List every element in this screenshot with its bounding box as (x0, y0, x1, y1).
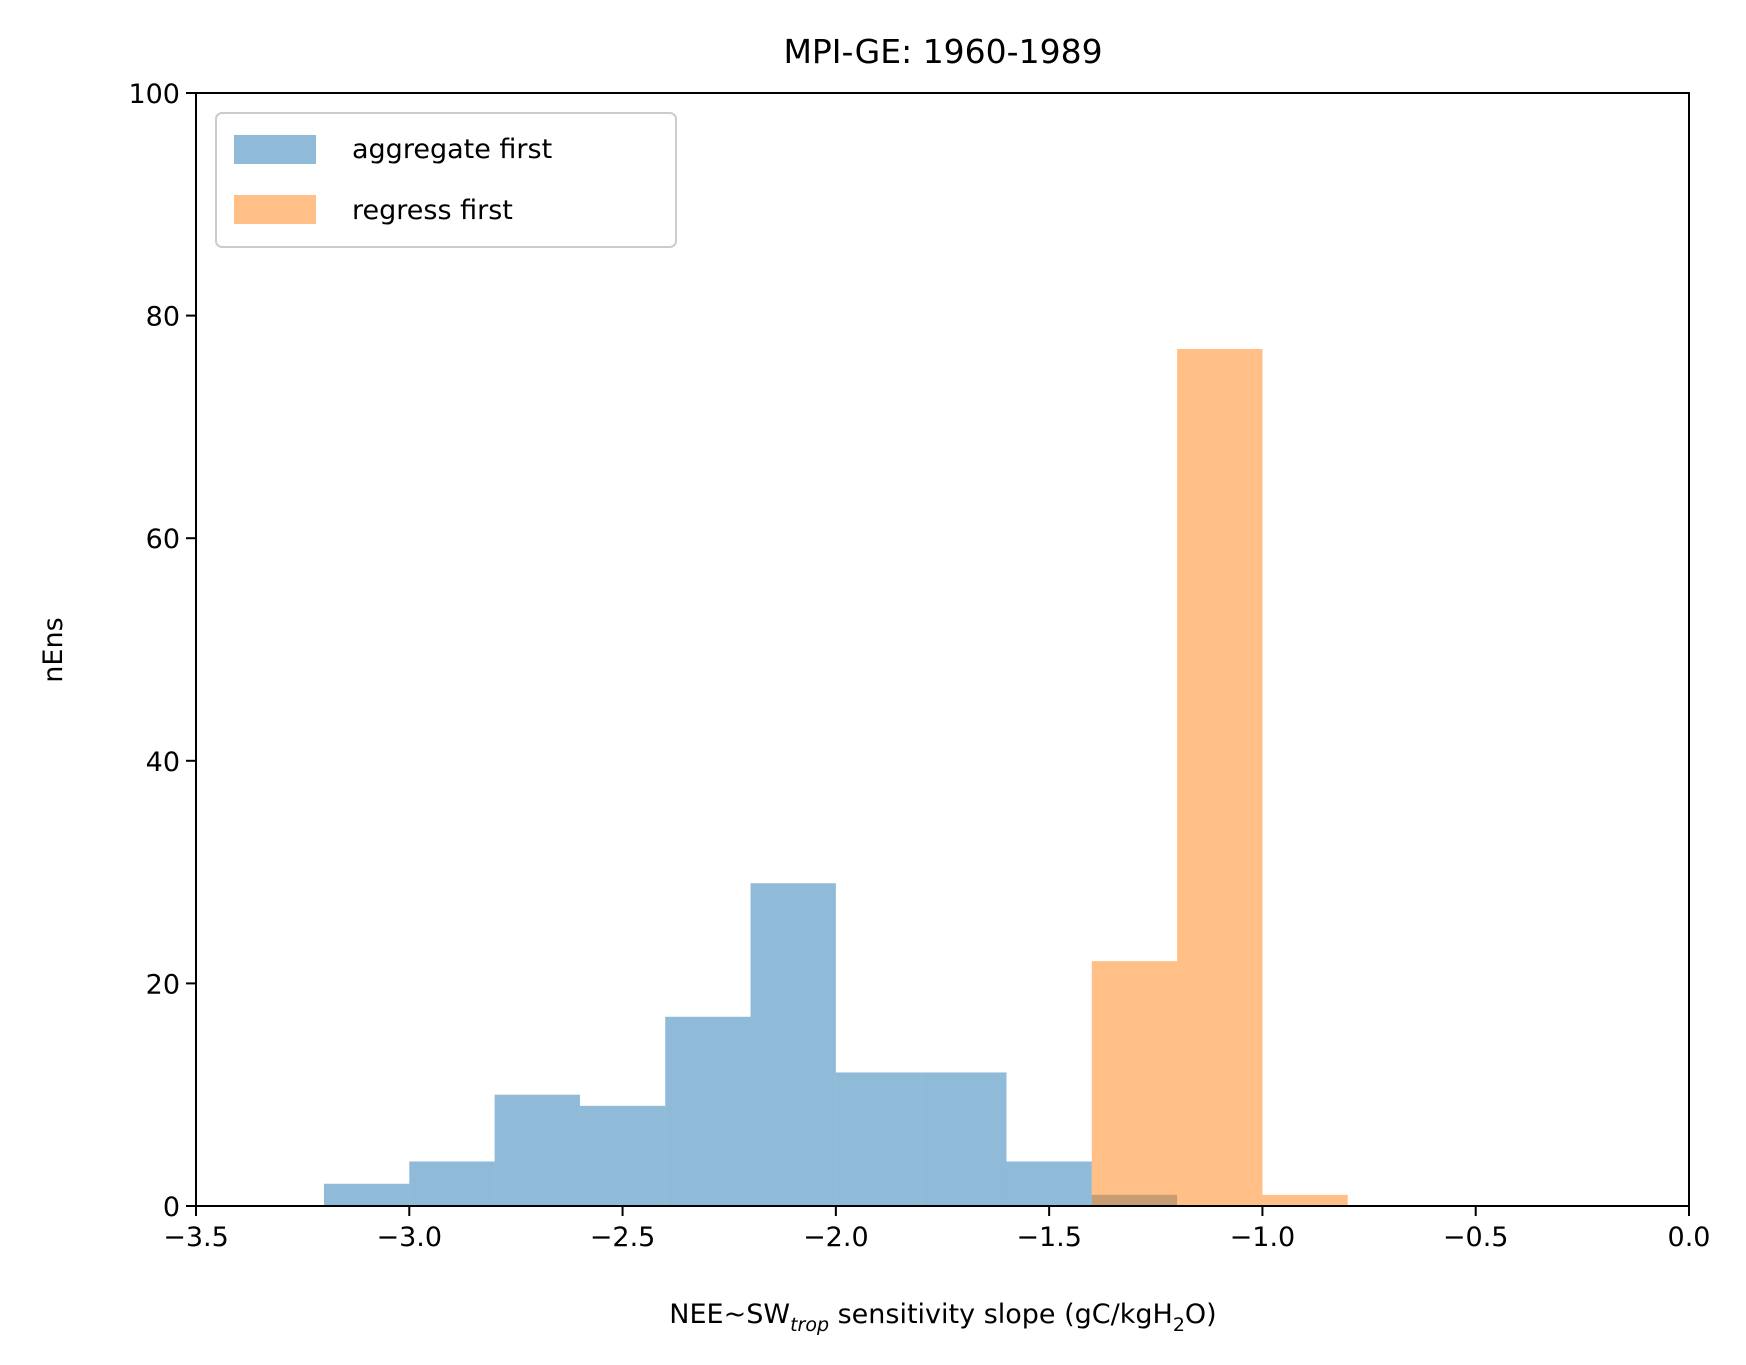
bar-regress-first-1 (1177, 348, 1263, 1206)
x-axis-title-subscript: trop (790, 1314, 829, 1336)
y-axis: 0 20 40 60 80 100 (128, 79, 196, 1223)
y-axis-title: nEns (38, 617, 69, 682)
y-tick-label: 80 (146, 302, 180, 333)
x-tick-label: −2.5 (590, 1222, 656, 1253)
bar-regress-first-0 (1091, 961, 1178, 1206)
x-axis-title-middle: sensitivity slope (gC/kgH (829, 1299, 1173, 1330)
bar-aggregate-first-7 (921, 1072, 1007, 1206)
bar-aggregate-first-4 (665, 1016, 751, 1206)
x-tick-label: −1.5 (1016, 1222, 1082, 1253)
bar-aggregate-first-0 (323, 1183, 410, 1206)
bar-aggregate-first-5 (750, 883, 836, 1206)
x-axis-title: NEE~SWtrop sensitivity slope (gC/kgH2O) (669, 1299, 1216, 1336)
legend-swatch-aggregate-first (234, 135, 316, 164)
series-regress-first (1091, 348, 1348, 1206)
x-tick-label: −2.0 (803, 1222, 869, 1253)
x-axis: −3.5 −3.0 −2.5 −2.0 −1.5 −1.0 −0.5 0.0 (163, 1206, 1710, 1253)
legend: aggregate first regress first (215, 112, 677, 248)
bar-aggregate-first-6 (835, 1072, 922, 1206)
y-tick-label: 0 (163, 1192, 180, 1223)
y-tick-label: 20 (146, 969, 180, 1000)
x-tick-label: −3.0 (377, 1222, 443, 1253)
x-tick-label: −3.5 (163, 1222, 229, 1253)
y-tick-label: 60 (146, 524, 180, 555)
x-tick-label: −0.5 (1443, 1222, 1509, 1253)
x-axis-title-suffix: O) (1185, 1299, 1217, 1330)
bar-aggregate-first-8 (1006, 1161, 1092, 1206)
series-aggregate-first (323, 883, 1178, 1206)
chart-title: MPI-GE: 1960-1989 (783, 32, 1102, 71)
plot-frame (195, 92, 1690, 1207)
legend-label-regress-first: regress first (352, 195, 513, 226)
bars-layer (323, 348, 1348, 1206)
bar-aggregate-first-2 (494, 1094, 580, 1206)
legend-swatch-regress-first (234, 195, 316, 224)
x-tick-label: −1.0 (1230, 1222, 1296, 1253)
x-tick-label: 0.0 (1668, 1222, 1711, 1253)
y-tick-label: 40 (146, 747, 180, 778)
legend-label-aggregate-first: aggregate first (352, 134, 552, 165)
bar-aggregate-first-1 (409, 1161, 495, 1206)
x-axis-title-prefix: NEE~SW (669, 1299, 790, 1330)
x-axis-title-subscript2: 2 (1173, 1314, 1185, 1336)
legend-box (215, 112, 677, 248)
bar-aggregate-first-3 (579, 1105, 666, 1206)
y-tick-label: 100 (128, 79, 180, 110)
bar-regress-first-2 (1262, 1194, 1348, 1206)
